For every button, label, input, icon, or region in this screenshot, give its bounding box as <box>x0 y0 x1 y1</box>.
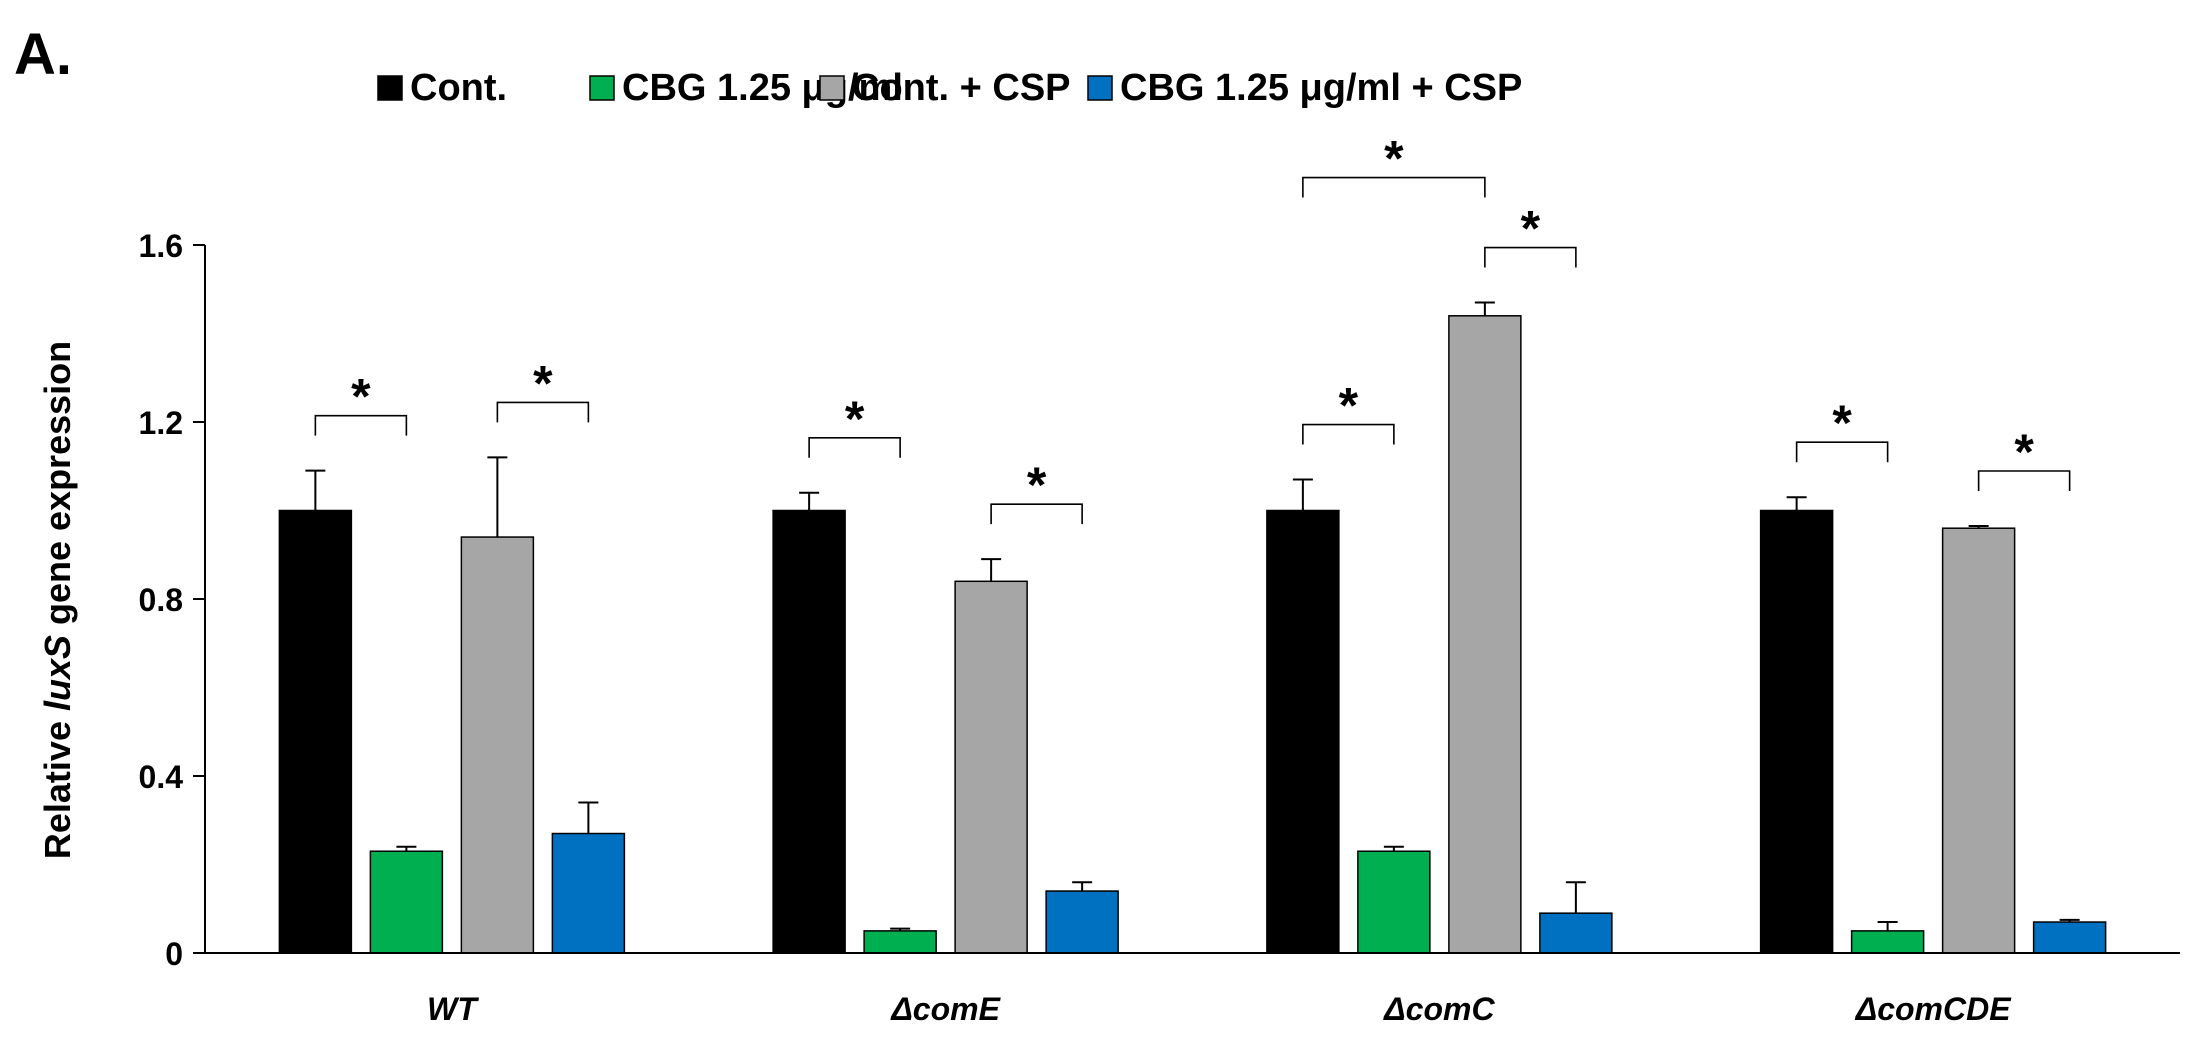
significance-star: * <box>533 355 553 411</box>
legend-label: Cont. <box>410 67 507 109</box>
y-tick-label: 0.4 <box>139 759 184 795</box>
bar <box>1759 509 1834 954</box>
y-axis-label-suffix: gene expression <box>37 341 78 635</box>
y-tick-label: 1.2 <box>139 405 183 441</box>
bars <box>278 315 2107 954</box>
x-tick-label: WT <box>427 991 479 1027</box>
significance-star: * <box>1521 201 1541 257</box>
legend-swatch <box>1087 75 1113 101</box>
significance-star: * <box>1384 131 1404 187</box>
significance-star: * <box>2014 424 2034 480</box>
significance-bracket <box>990 503 1083 525</box>
significance-bracket <box>1302 423 1395 445</box>
legend-swatch <box>377 75 403 101</box>
legend-label: CBG 1.25 μg/ml <box>622 67 903 109</box>
significance-bracket <box>314 414 408 436</box>
significance-star: * <box>845 391 865 447</box>
bar <box>954 580 1028 954</box>
bar <box>863 930 937 954</box>
bar <box>772 509 846 954</box>
y-axis-label-prefix: Relative <box>37 711 78 859</box>
bar <box>1357 850 1431 954</box>
significance-bracket <box>1977 470 2071 491</box>
x-axis: WT ΔcomE ΔcomC ΔcomCDE <box>205 952 2180 1027</box>
legend-label: Cont. + CSP <box>852 67 1071 109</box>
error-bars <box>305 301 2080 931</box>
significance-star: * <box>351 369 371 425</box>
significance-bracket <box>496 401 590 423</box>
bar <box>1266 509 1340 954</box>
bar <box>278 509 353 954</box>
significance-brackets: * * * * * * * * * <box>314 131 2071 525</box>
x-tick-label: ΔcomCDE <box>1855 991 2013 1027</box>
bar <box>369 850 444 954</box>
bar <box>1941 527 2016 954</box>
y-axis-label-gene: luxS <box>37 635 78 711</box>
significance-star: * <box>1339 378 1359 434</box>
legend-label: CBG 1.25 μg/ml + CSP <box>1120 67 1522 109</box>
bar <box>1448 315 1522 954</box>
significance-star: * <box>1832 395 1852 451</box>
y-tick-label: 0.8 <box>139 582 183 618</box>
panel-label: A. <box>14 22 72 87</box>
y-tick-label: 0 <box>165 936 183 972</box>
legend-swatch <box>589 75 615 101</box>
significance-star: * <box>1027 457 1047 513</box>
bar <box>1045 890 1119 954</box>
bar <box>1539 912 1613 954</box>
legend-swatch <box>819 75 845 101</box>
y-tick-label: 1.6 <box>139 228 183 264</box>
x-tick-label: ΔcomC <box>1383 991 1495 1027</box>
significance-bracket <box>1484 246 1577 268</box>
significance-bracket <box>808 437 901 458</box>
x-tick-label: ΔcomE <box>890 991 1001 1027</box>
bar <box>2032 921 2107 954</box>
bar <box>551 832 626 954</box>
bar <box>460 536 535 954</box>
bar <box>1850 930 1925 954</box>
significance-bracket <box>1302 176 1486 198</box>
y-axis-label: Relative luxS gene expression <box>37 341 78 859</box>
significance-bracket <box>1795 441 1889 463</box>
y-axis: 0 0.4 0.8 1.2 1.6 <box>139 228 206 972</box>
